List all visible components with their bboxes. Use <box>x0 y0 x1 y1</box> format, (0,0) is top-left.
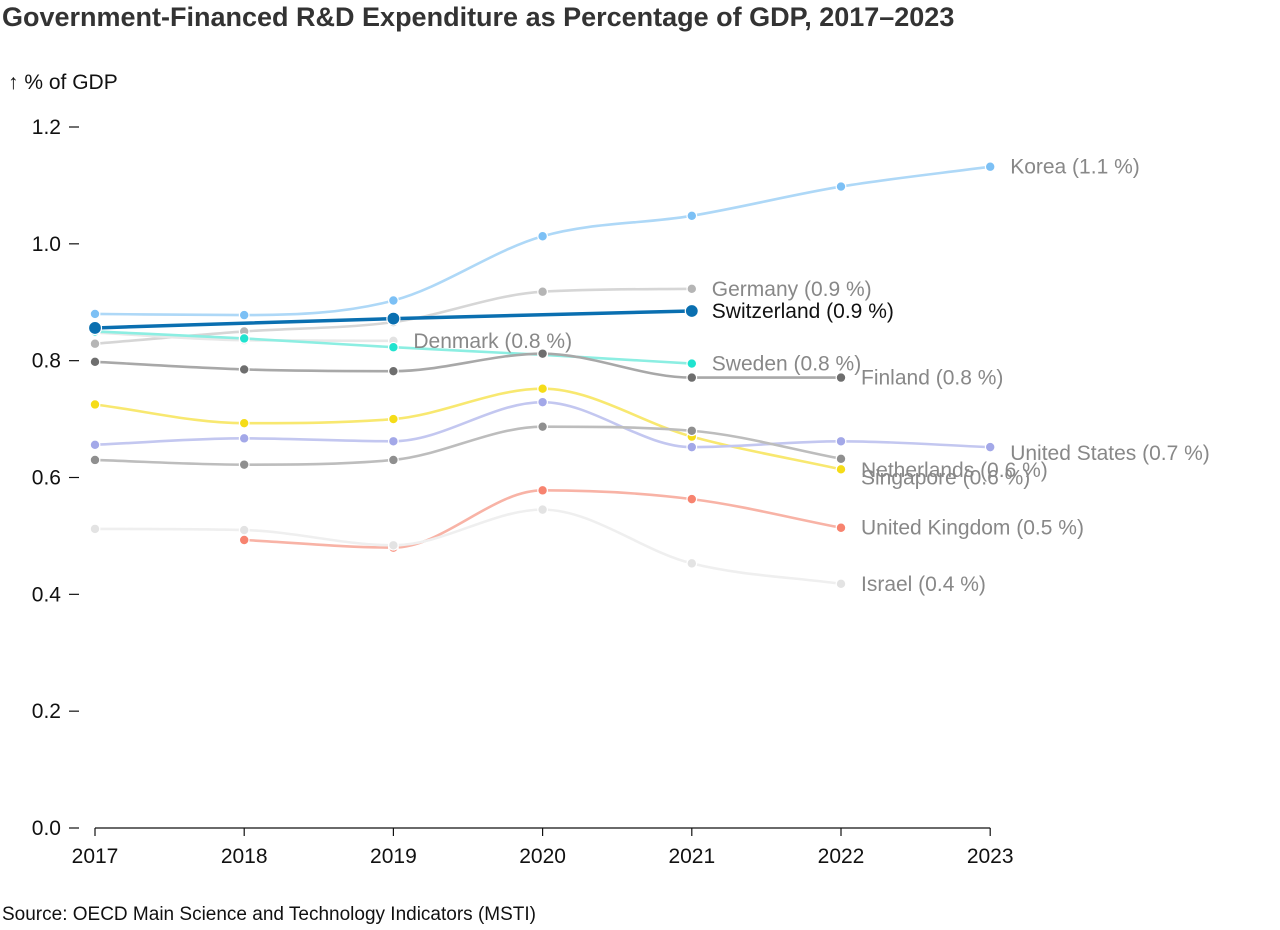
data-point-netherlands <box>238 459 250 471</box>
series-label-germany: Germany (0.9 %) <box>712 278 872 301</box>
data-point-united-kingdom <box>537 484 548 496</box>
data-point-united-states <box>835 435 847 447</box>
x-tick-label: 2017 <box>72 845 119 868</box>
data-point-korea <box>984 161 996 173</box>
data-point-israel <box>686 557 698 569</box>
y-tick-label: 0.8 <box>32 350 61 373</box>
data-point-united-states <box>238 432 250 444</box>
data-point-finland <box>89 356 101 368</box>
source-note: Source: OECD Main Science and Technology… <box>2 904 536 925</box>
series-line-netherlands <box>93 425 843 466</box>
data-point-sweden <box>238 333 250 344</box>
data-point-korea <box>537 230 548 242</box>
x-tick-label: 2022 <box>818 845 865 868</box>
data-point-finland <box>388 365 399 377</box>
data-point-israel <box>537 504 548 516</box>
series-label-united-states: United States (0.7 %) <box>1010 442 1210 465</box>
data-point-israel <box>89 523 101 535</box>
data-point-israel <box>388 539 399 551</box>
data-point-korea <box>238 309 250 321</box>
data-point-finland <box>686 372 698 384</box>
series-label-singapore: Singapore (0.6 %) <box>861 466 1030 489</box>
series-label-netherlands: Netherlands (0.6 %) <box>861 459 1048 482</box>
data-point-netherlands <box>388 454 399 466</box>
data-point-united-kingdom <box>835 522 847 534</box>
data-point-singapore <box>835 463 847 475</box>
data-point-finland <box>835 372 847 384</box>
data-point-switzerland <box>684 303 699 319</box>
y-tick-label: 0.0 <box>32 817 61 840</box>
data-point-sweden <box>388 341 399 353</box>
data-point-united-kingdom <box>238 534 250 546</box>
data-point-united-states <box>388 435 399 447</box>
series-label-finland: Finland (0.8 %) <box>861 367 1003 390</box>
data-point-germany <box>686 283 698 295</box>
chart-title: Government-Financed R&D Expenditure as P… <box>2 2 955 32</box>
series-label-switzerland: Switzerland (0.9 %) <box>712 300 894 323</box>
series-label-united-kingdom: United Kingdom (0.5 %) <box>861 517 1084 540</box>
data-point-netherlands <box>835 453 847 465</box>
data-point-singapore <box>238 417 250 429</box>
series-line-israel <box>93 508 843 586</box>
series-points <box>87 161 996 590</box>
data-point-singapore <box>89 399 101 410</box>
y-tick-label: 0.6 <box>32 467 61 490</box>
series-line-finland <box>93 352 843 379</box>
x-tick-label: 2021 <box>668 845 715 868</box>
x-tick-label: 2018 <box>221 845 268 868</box>
data-point-finland <box>238 364 250 375</box>
data-point-switzerland <box>87 320 103 336</box>
data-point-singapore <box>388 413 399 425</box>
data-point-united-kingdom <box>686 493 698 505</box>
data-point-sweden <box>686 358 698 369</box>
data-point-netherlands <box>537 421 548 433</box>
y-tick-label: 0.4 <box>32 583 62 606</box>
data-point-israel <box>238 524 250 536</box>
x-tick-label: 2023 <box>967 845 1014 868</box>
data-point-korea <box>835 181 847 192</box>
series-label-sweden: Sweden (0.8 %) <box>712 353 861 376</box>
data-point-finland <box>537 348 548 360</box>
series-label-korea: Korea (1.1 %) <box>1010 156 1140 179</box>
data-point-netherlands <box>89 454 101 466</box>
series-label-denmark: Denmark (0.8 %) <box>413 330 572 353</box>
y-axis-label: ↑ % of GDP <box>8 71 118 94</box>
data-point-germany <box>89 338 101 350</box>
x-tick-label: 2019 <box>370 845 417 868</box>
data-point-germany <box>537 286 548 298</box>
series-label-israel: Israel (0.4 %) <box>861 573 986 596</box>
data-point-israel <box>835 578 847 590</box>
data-point-netherlands <box>686 425 698 437</box>
series-labels: Korea (1.1 %) Germany (0.9 %) Denmark (0.8… <box>413 156 1209 596</box>
data-point-united-states <box>686 441 698 453</box>
data-point-united-states <box>537 396 548 408</box>
data-point-united-states <box>984 441 996 453</box>
data-point-switzerland <box>386 311 401 326</box>
data-point-korea <box>686 210 698 222</box>
y-tick-label: 1.0 <box>32 233 61 256</box>
data-point-singapore <box>537 383 548 395</box>
y-tick-label: 0.2 <box>32 700 61 723</box>
x-tick-label: 2020 <box>519 845 566 868</box>
y-tick-label: 1.2 <box>32 116 61 139</box>
data-point-korea <box>388 295 399 306</box>
series-line-singapore <box>93 387 843 471</box>
data-point-united-states <box>89 439 101 451</box>
data-point-korea <box>89 308 101 320</box>
axes: 2017 2018 2019 2020 2021 2022 2023 0.0 0.2 0.4 0.6… <box>32 116 1014 868</box>
